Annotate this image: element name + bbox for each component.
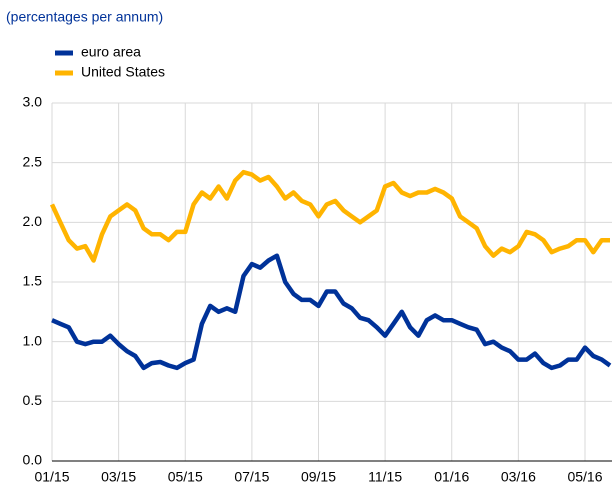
x-tick-label: 05/15 [168,469,203,485]
x-tick-label: 11/15 [368,469,402,485]
legend-label: United States [81,64,165,80]
x-tick-label: 01/15 [34,469,69,485]
y-tick-label: 2.0 [23,213,43,229]
y-tick-label: 0.5 [23,392,43,408]
x-tick-label: 07/15 [234,469,269,485]
y-tick-label: 3.0 [23,94,43,110]
x-tick-label: 01/16 [434,469,469,485]
y-tick-label: 1.5 [23,273,43,289]
chart-subtitle: (percentages per annum) [6,9,163,25]
x-tick-label: 05/16 [567,469,602,485]
y-tick-label: 0.0 [23,452,43,468]
y-tick-label: 2.5 [23,153,43,169]
series-line [51,253,612,371]
x-tick-label: 03/15 [101,469,136,485]
legend-label: euro area [81,44,141,60]
x-tick-label: 09/15 [301,469,336,485]
x-tick-label: 03/16 [501,469,536,485]
y-tick-label: 1.0 [23,332,43,348]
series-line [49,169,610,263]
